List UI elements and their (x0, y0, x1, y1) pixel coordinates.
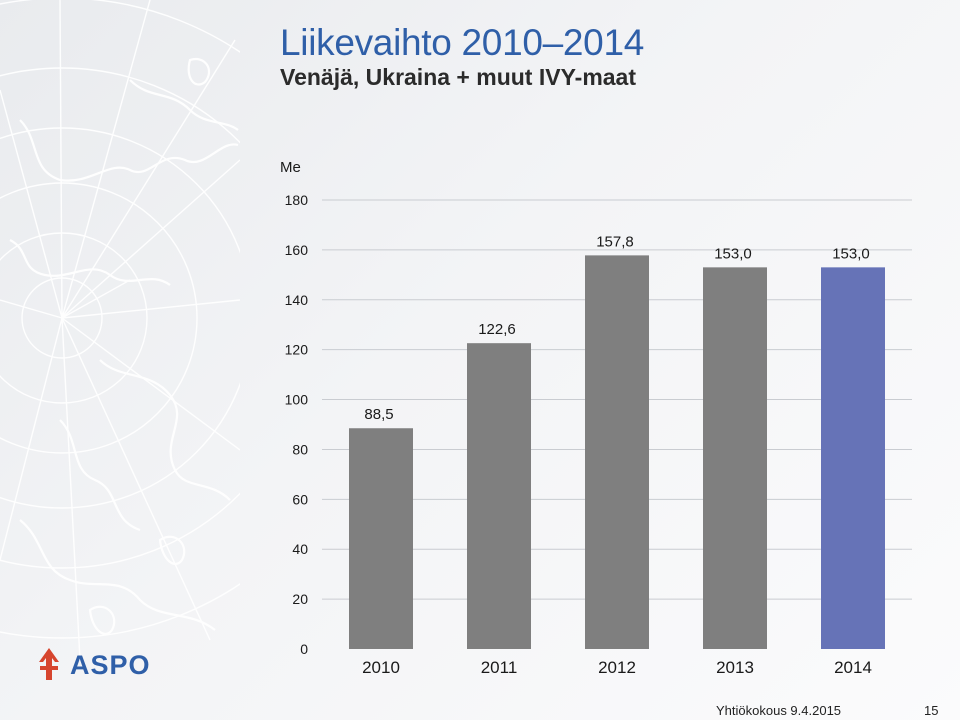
x-tick-label: 2013 (716, 658, 754, 677)
data-label-2013: 153,0 (714, 245, 752, 262)
bar-2010 (349, 428, 413, 649)
bar-2012 (585, 255, 649, 650)
slide-title: Liikevaihto 2010–2014 (280, 22, 645, 63)
x-tick-label: 2011 (481, 658, 518, 677)
bar-2013 (703, 267, 767, 649)
x-axis-ticks: 2010 2011 2012 2013 2014 (362, 658, 872, 677)
polar-map-background (0, 0, 240, 660)
data-labels: 88,5 122,6 157,8 153,0 153,0 (364, 233, 869, 423)
bar-2014 (821, 267, 885, 649)
bars (349, 255, 885, 650)
y-tick-label: 160 (285, 242, 309, 258)
y-tick-label: 40 (292, 541, 308, 557)
x-tick-label: 2014 (834, 658, 872, 677)
x-tick-label: 2012 (598, 658, 636, 677)
y-tick-label: 100 (285, 392, 309, 408)
logo-wordmark: ASPO (70, 650, 151, 680)
footer-text: Yhtiökokous 9.4.2015 (716, 703, 842, 718)
data-label-2011: 122,6 (478, 321, 516, 338)
aspo-logo-icon (39, 648, 59, 680)
slide-subtitle: Venäjä, Ukraina + muut IVY-maat (280, 64, 637, 90)
x-tick-label: 2010 (362, 658, 400, 677)
page-number: 15 (924, 703, 939, 718)
y-tick-label: 20 (292, 591, 308, 607)
data-label-2010: 88,5 (364, 406, 393, 423)
y-tick-label: 120 (285, 342, 309, 358)
y-tick-label: 140 (285, 292, 309, 308)
data-label-2012: 157,8 (596, 233, 634, 250)
y-tick-label: 80 (292, 441, 308, 457)
y-tick-label: 0 (300, 641, 308, 657)
y-axis-ticks: 0 20 40 60 80 100 120 140 160 180 (285, 192, 309, 657)
bar-2011 (467, 343, 531, 649)
data-label-2014: 153,0 (832, 245, 870, 262)
y-tick-label: 60 (292, 491, 308, 507)
y-axis-unit-label: Me (280, 159, 301, 176)
y-tick-label: 180 (285, 192, 309, 208)
